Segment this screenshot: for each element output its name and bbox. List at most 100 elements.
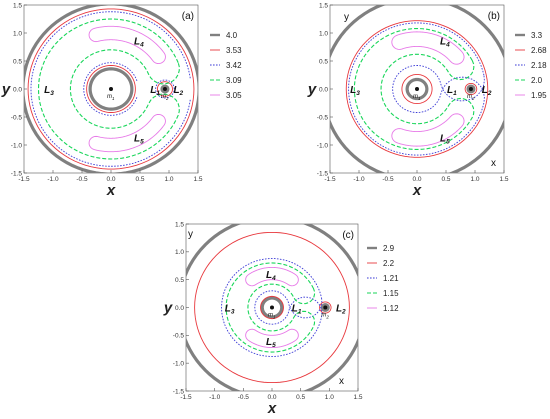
y-tick-label: -1.5 bbox=[173, 388, 185, 395]
panel-a: -1.5 -1.0 -0.5 0.0 0.5 1.0 1.5 -1.5 -1.0 -0.5 0.0 0… bbox=[1, 2, 242, 199]
x-tick-label: -1.5 bbox=[18, 176, 30, 183]
x-tick-label: 1.5 bbox=[193, 176, 202, 183]
contour-4.0-m2 bbox=[160, 84, 170, 94]
contour-3.53-inner bbox=[86, 65, 136, 113]
lagrange-label-letter: L bbox=[44, 85, 50, 96]
contour-3.53-outer bbox=[27, 8, 195, 170]
y-axis-label: y bbox=[1, 81, 11, 98]
mass-label-sub: 2 bbox=[165, 96, 169, 101]
mass-marker bbox=[162, 87, 167, 91]
y-tick-label: 1.0 bbox=[319, 30, 328, 37]
legend-label-2.18: 2.18 bbox=[531, 61, 547, 70]
x-tick-label: 1.0 bbox=[470, 176, 479, 183]
x-tick-label: 0.0 bbox=[267, 394, 276, 401]
y-tick-label: 1.0 bbox=[13, 30, 22, 37]
lagrange-label-L2: L2 bbox=[173, 85, 183, 97]
lagrange-label-L4: L4 bbox=[266, 270, 276, 282]
mass-label-sub: 2 bbox=[325, 315, 329, 320]
x-tick-label: -0.5 bbox=[76, 176, 88, 183]
corner-x-label: x bbox=[491, 158, 496, 169]
mass-label: m1 bbox=[268, 313, 276, 320]
contour-3.3-m2 bbox=[466, 84, 476, 94]
y-tick-label: -0.5 bbox=[11, 114, 23, 121]
contour-3.42-m2 bbox=[155, 79, 175, 99]
lagrange-label-letter: L bbox=[350, 85, 356, 96]
lagrange-label-sub: 2 bbox=[341, 309, 346, 316]
lagrange-label-L4: L4 bbox=[134, 36, 144, 48]
lagrange-label-letter: L bbox=[440, 134, 446, 145]
corner-x-label: x bbox=[339, 376, 344, 387]
lagrange-label-letter: L bbox=[134, 134, 140, 145]
legend-label-1.95: 1.95 bbox=[531, 91, 547, 100]
lagrange-label-L2: L2 bbox=[482, 85, 492, 97]
lagrange-label-sub: 5 bbox=[446, 139, 450, 146]
lagrange-label-letter: L bbox=[225, 304, 231, 315]
y-tick-label: 1.5 bbox=[175, 221, 184, 228]
legend-label-3.42: 3.42 bbox=[226, 61, 242, 70]
x-tick-label: -1.5 bbox=[180, 394, 192, 401]
contour-2.0 bbox=[353, 27, 475, 151]
contours bbox=[186, 224, 358, 391]
mass-marker bbox=[270, 305, 274, 310]
legend-label-2.2: 2.2 bbox=[383, 259, 395, 268]
x-tick-label: 0.0 bbox=[106, 176, 115, 183]
x-tick-label: 1.5 bbox=[499, 176, 508, 183]
lagrange-label-sub: 3 bbox=[231, 309, 235, 316]
mass-marker bbox=[109, 87, 113, 91]
contour-1.15 bbox=[225, 262, 316, 353]
contour-1.12-upper bbox=[245, 266, 299, 287]
lagrange-label-sub: 3 bbox=[50, 90, 54, 97]
mass-label-name: m bbox=[467, 94, 472, 100]
y-tick-label: 1.5 bbox=[13, 2, 22, 9]
contour-2.68-m2 bbox=[464, 82, 478, 96]
contour-4.0-inner bbox=[88, 67, 134, 111]
contour-3.05-lower bbox=[88, 113, 166, 153]
contour-3.3-inner bbox=[405, 77, 429, 101]
lagrange-label-sub: 4 bbox=[445, 41, 450, 48]
legend-label-1.15: 1.15 bbox=[383, 289, 399, 298]
corner-y-label: y bbox=[188, 229, 193, 240]
contours bbox=[24, 5, 198, 173]
y-tick-label: 0.5 bbox=[175, 277, 184, 284]
lagrange-label-letter: L bbox=[134, 36, 140, 47]
lagrange-label-L5: L5 bbox=[440, 134, 450, 146]
contours bbox=[330, 5, 504, 173]
lagrange-label-letter: L bbox=[266, 337, 272, 348]
x-tick-label: -1.0 bbox=[209, 394, 221, 401]
lagrange-label-L4: L4 bbox=[440, 36, 450, 48]
y-tick-label: -1.0 bbox=[317, 142, 329, 149]
panel-label: (a) bbox=[182, 11, 194, 22]
lagrange-label-L5: L5 bbox=[134, 134, 144, 146]
lagrange-label-sub: 1 bbox=[453, 90, 457, 97]
legend-label-2.0: 2.0 bbox=[531, 76, 543, 85]
contour-1.95-lower bbox=[391, 113, 465, 147]
mass-marker bbox=[415, 87, 419, 91]
contour-3.42-inner bbox=[83, 62, 138, 116]
legend-label-3.53: 3.53 bbox=[226, 46, 242, 55]
x-tick-label: 0.5 bbox=[135, 176, 144, 183]
y-tick-label: 1.0 bbox=[175, 249, 184, 256]
y-tick-label: 0.5 bbox=[13, 58, 22, 65]
x-tick-label: 1.0 bbox=[325, 394, 334, 401]
contour-2.68-outer bbox=[345, 20, 489, 158]
lagrange-label-sub: 2 bbox=[487, 90, 492, 97]
lagrange-label-L3: L3 bbox=[44, 85, 54, 97]
mass-label-name: m bbox=[268, 313, 273, 319]
mass-marker bbox=[468, 87, 473, 91]
mass-label: m1 bbox=[107, 94, 115, 101]
lagrange-label-letter: L bbox=[447, 85, 453, 96]
y-tick-label: -1.0 bbox=[173, 360, 185, 367]
lagrange-label-L1: L1 bbox=[292, 304, 302, 316]
contour-2.2-m2 bbox=[319, 301, 332, 314]
lagrange-label-letter: L bbox=[150, 85, 156, 96]
lagrange-label-sub: 1 bbox=[298, 309, 302, 316]
lagrange-label-sub: 2 bbox=[179, 90, 184, 97]
x-tick-label: -1.5 bbox=[324, 176, 336, 183]
contour-2.18 bbox=[348, 22, 485, 156]
lagrange-label-sub: 3 bbox=[356, 90, 360, 97]
contour-2.9-outer bbox=[186, 224, 358, 391]
mass-label: m2 bbox=[321, 313, 329, 320]
legend-label-3.3: 3.3 bbox=[531, 31, 543, 40]
y-tick-label: -1.5 bbox=[317, 170, 329, 177]
mass-label-name: m bbox=[107, 94, 112, 100]
